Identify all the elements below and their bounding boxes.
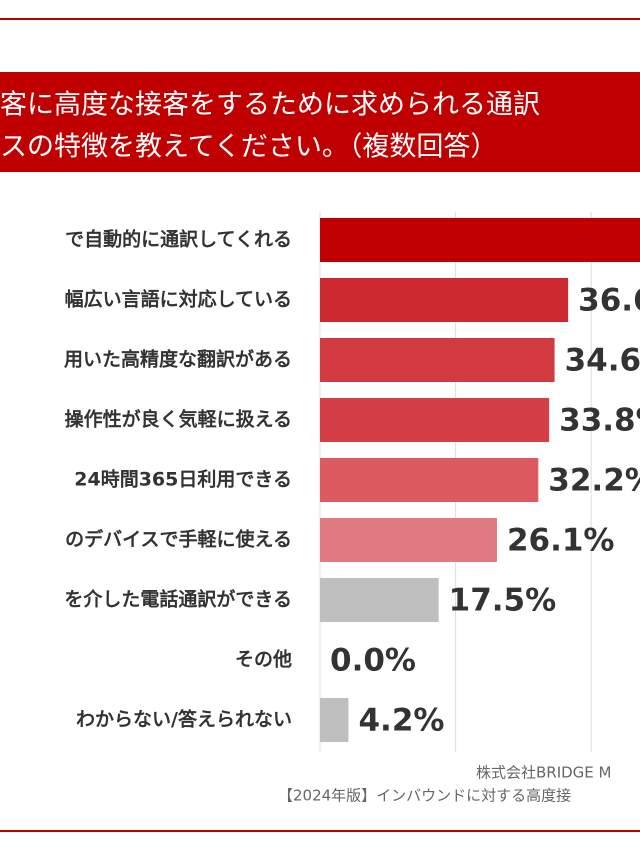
y-tick-label: その他 xyxy=(235,648,292,671)
chart-title: 客に高度な接客をするために求められる通訳 xyxy=(0,90,540,121)
y-tick-label: を介した電話通訳ができる xyxy=(64,588,292,611)
y-tick-label: で自動的に通訳してくれる xyxy=(65,228,292,251)
bar xyxy=(320,698,349,742)
value-label: 32.2% xyxy=(548,463,640,499)
bar xyxy=(320,338,555,382)
value-label: 36.6% xyxy=(578,283,640,319)
value-label: 26.1% xyxy=(507,523,615,559)
bar xyxy=(320,218,640,262)
value-label: 33.8% xyxy=(559,403,640,439)
y-tick-label: 用いた高精度な翻訳がある xyxy=(64,348,292,371)
bar xyxy=(320,458,539,502)
source: 株式会社BRIDGE M xyxy=(476,764,612,782)
chart-title: スの特徴を教えてください。（複数回答） xyxy=(0,132,497,163)
bar xyxy=(320,398,550,442)
title-band xyxy=(0,72,640,172)
y-tick-label: のデバイスで手軽に使える xyxy=(65,528,292,551)
value-label: 0.0% xyxy=(330,643,416,679)
value-label: 4.2% xyxy=(358,703,444,739)
source: 【2024年版】インバウンドに対する高度接 xyxy=(278,787,571,805)
y-tick-label: 操作性が良く気軽に扱える xyxy=(65,408,292,431)
y-tick-label: わからない/答えられない xyxy=(76,708,292,731)
y-tick-label: 24時間365日利用できる xyxy=(74,469,292,491)
value-label: 17.5% xyxy=(449,583,557,619)
value-label: 34.6% xyxy=(565,343,640,379)
bar xyxy=(320,518,497,562)
bar xyxy=(320,578,439,622)
bar xyxy=(320,278,569,322)
y-tick-label: 幅広い言語に対応している xyxy=(65,288,292,311)
